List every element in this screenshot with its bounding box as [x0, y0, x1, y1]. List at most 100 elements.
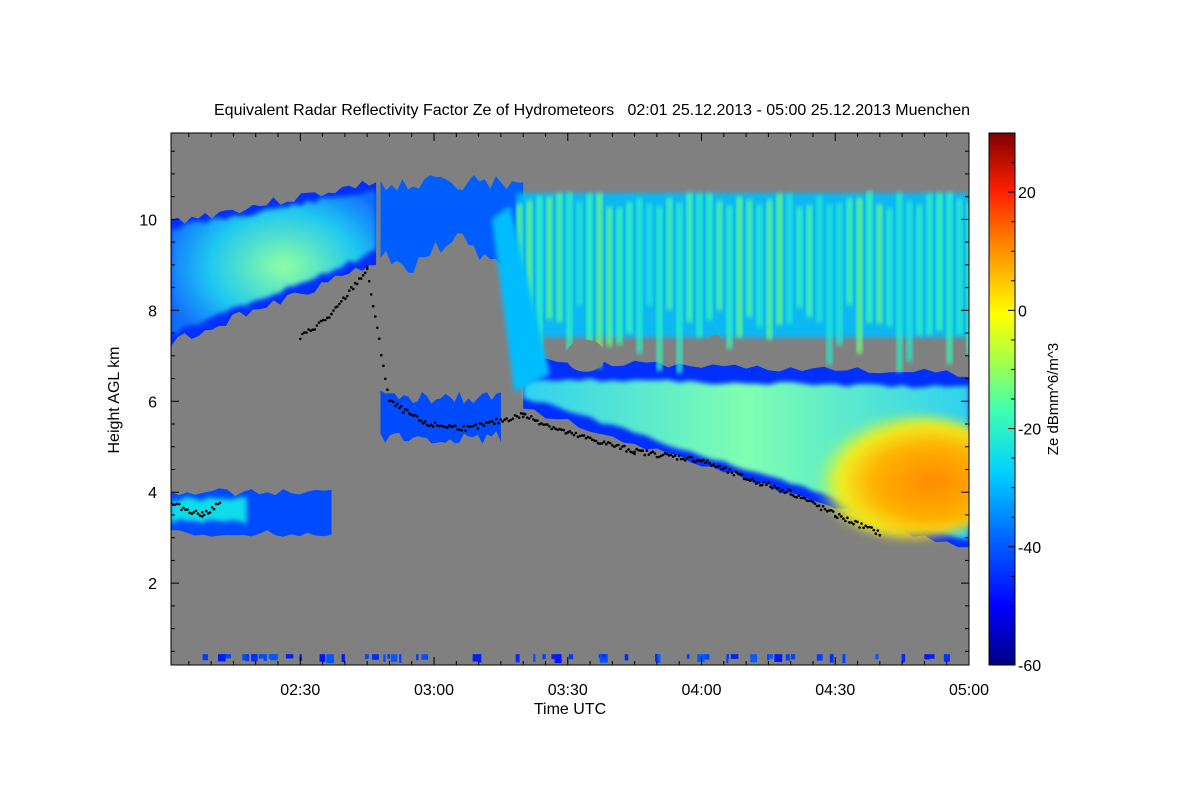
melting-layer-point [406, 408, 409, 412]
echo-fall-streak [846, 198, 853, 305]
echo-ground-clutter [697, 654, 705, 663]
melting-layer-point [744, 477, 748, 481]
y-axis: 2 4 6 8 10 [139, 150, 969, 652]
melting-layer-point [184, 508, 187, 512]
melting-layer-point [574, 431, 578, 435]
melting-layer-point [204, 509, 208, 513]
melting-layer-point [623, 444, 626, 448]
melting-layer-point [783, 491, 786, 495]
melting-layer-point [307, 328, 310, 331]
echo-fall-streak [596, 192, 603, 368]
melting-layer-point [493, 422, 496, 426]
echo-ground-clutter [656, 654, 661, 664]
melting-layer-point [787, 488, 790, 491]
melting-layer-point [562, 428, 565, 432]
melting-layer-point [357, 277, 361, 280]
melting-layer-point [821, 505, 825, 508]
melting-layer-point [371, 304, 375, 308]
melting-layer-point [558, 427, 561, 431]
melting-layer-point [708, 462, 711, 465]
melting-layer-point [216, 502, 220, 506]
melting-layer-point [663, 452, 667, 455]
melting-layer-point [525, 416, 529, 420]
melting-layer-point [540, 422, 543, 425]
melting-layer-point [530, 415, 533, 418]
melting-layer-point [836, 516, 839, 520]
melting-layer-point [564, 432, 567, 435]
echo-ground-clutter [655, 654, 659, 662]
melting-layer-point [570, 431, 574, 435]
melting-layer-point [365, 265, 369, 269]
echo-ground-clutter [726, 654, 729, 664]
melting-layer-point [627, 448, 630, 451]
melting-layer-point [509, 418, 513, 422]
melting-layer-point [478, 422, 482, 425]
echo-ground-clutter [218, 654, 226, 662]
melting-layer-point [797, 494, 801, 498]
melting-layer-point [617, 443, 620, 447]
melting-layer-point [382, 364, 385, 368]
melting-layer-point [594, 439, 598, 443]
melting-layer-point [661, 453, 665, 457]
melting-layer-point [210, 506, 214, 509]
echo-ground-clutter [901, 654, 906, 663]
melting-layer-point [429, 423, 433, 427]
melting-layer-point [301, 332, 304, 336]
echo-fall-streak [676, 202, 683, 374]
echo-fall-streak [806, 205, 813, 317]
echo-fall-streak [776, 193, 783, 325]
melting-layer-point [321, 318, 325, 322]
y-tick-label: 10 [139, 212, 157, 229]
melting-layer-point [838, 513, 841, 516]
melting-layer-point [765, 483, 768, 487]
melting-layer-point [546, 423, 549, 426]
melting-layer-point [404, 407, 407, 411]
melting-layer-point [819, 508, 823, 512]
melting-layer-point [194, 509, 198, 513]
melting-layer-point [212, 507, 216, 511]
echo-ground-clutter [319, 654, 326, 662]
echo-ground-clutter [390, 654, 398, 662]
melting-layer-point [807, 499, 811, 503]
melting-layer-point [722, 467, 726, 470]
melting-layer-point [376, 326, 379, 330]
echo-fall-streak [576, 201, 583, 306]
echo-ground-clutter [551, 654, 556, 660]
melting-layer-point [684, 459, 687, 462]
melting-layer-point [605, 442, 608, 446]
melting-layer-point [427, 424, 431, 428]
melting-layer-point [850, 521, 853, 524]
melting-layer-point [519, 412, 523, 415]
melting-layer-point [544, 423, 547, 426]
melting-layer-point [365, 267, 369, 271]
melting-layer-point [192, 510, 196, 514]
melting-layer-point [633, 450, 636, 454]
echo-lower-left-core [171, 496, 247, 524]
melting-layer-point [761, 483, 764, 487]
melting-layer-point [338, 302, 341, 306]
melting-layer-point [431, 425, 435, 428]
melting-layer-point [846, 516, 849, 520]
melting-layer-point [643, 453, 647, 457]
melting-layer-point [566, 431, 570, 434]
colorbar-tick-label: 20 [1018, 185, 1036, 202]
melting-layer-point [214, 502, 218, 506]
echo-fall-streak [556, 192, 563, 323]
x-tick-label: 04:00 [681, 682, 721, 699]
melting-layer-point [480, 422, 484, 426]
melting-layer-point [560, 428, 563, 432]
echo-ground-clutter [829, 654, 834, 663]
melting-layer-point [482, 424, 486, 428]
colorbar-tick-label: -20 [1018, 422, 1041, 439]
melting-layer-point [171, 503, 175, 506]
melting-layer-point [499, 418, 502, 421]
melting-layer-point [361, 273, 365, 277]
colorbar: -60 -40 -20 0 20 Ze dBmm^6/m^3 [988, 132, 1062, 675]
melting-layer-point [409, 413, 413, 416]
chart-title: Equivalent Radar Reflectivity Factor Ze … [214, 102, 970, 119]
melting-layer-point [596, 442, 600, 445]
melting-layer-point [779, 490, 782, 493]
echo-early-column [491, 205, 550, 393]
melting-layer-point [528, 417, 531, 420]
melting-layer-point [799, 496, 803, 500]
